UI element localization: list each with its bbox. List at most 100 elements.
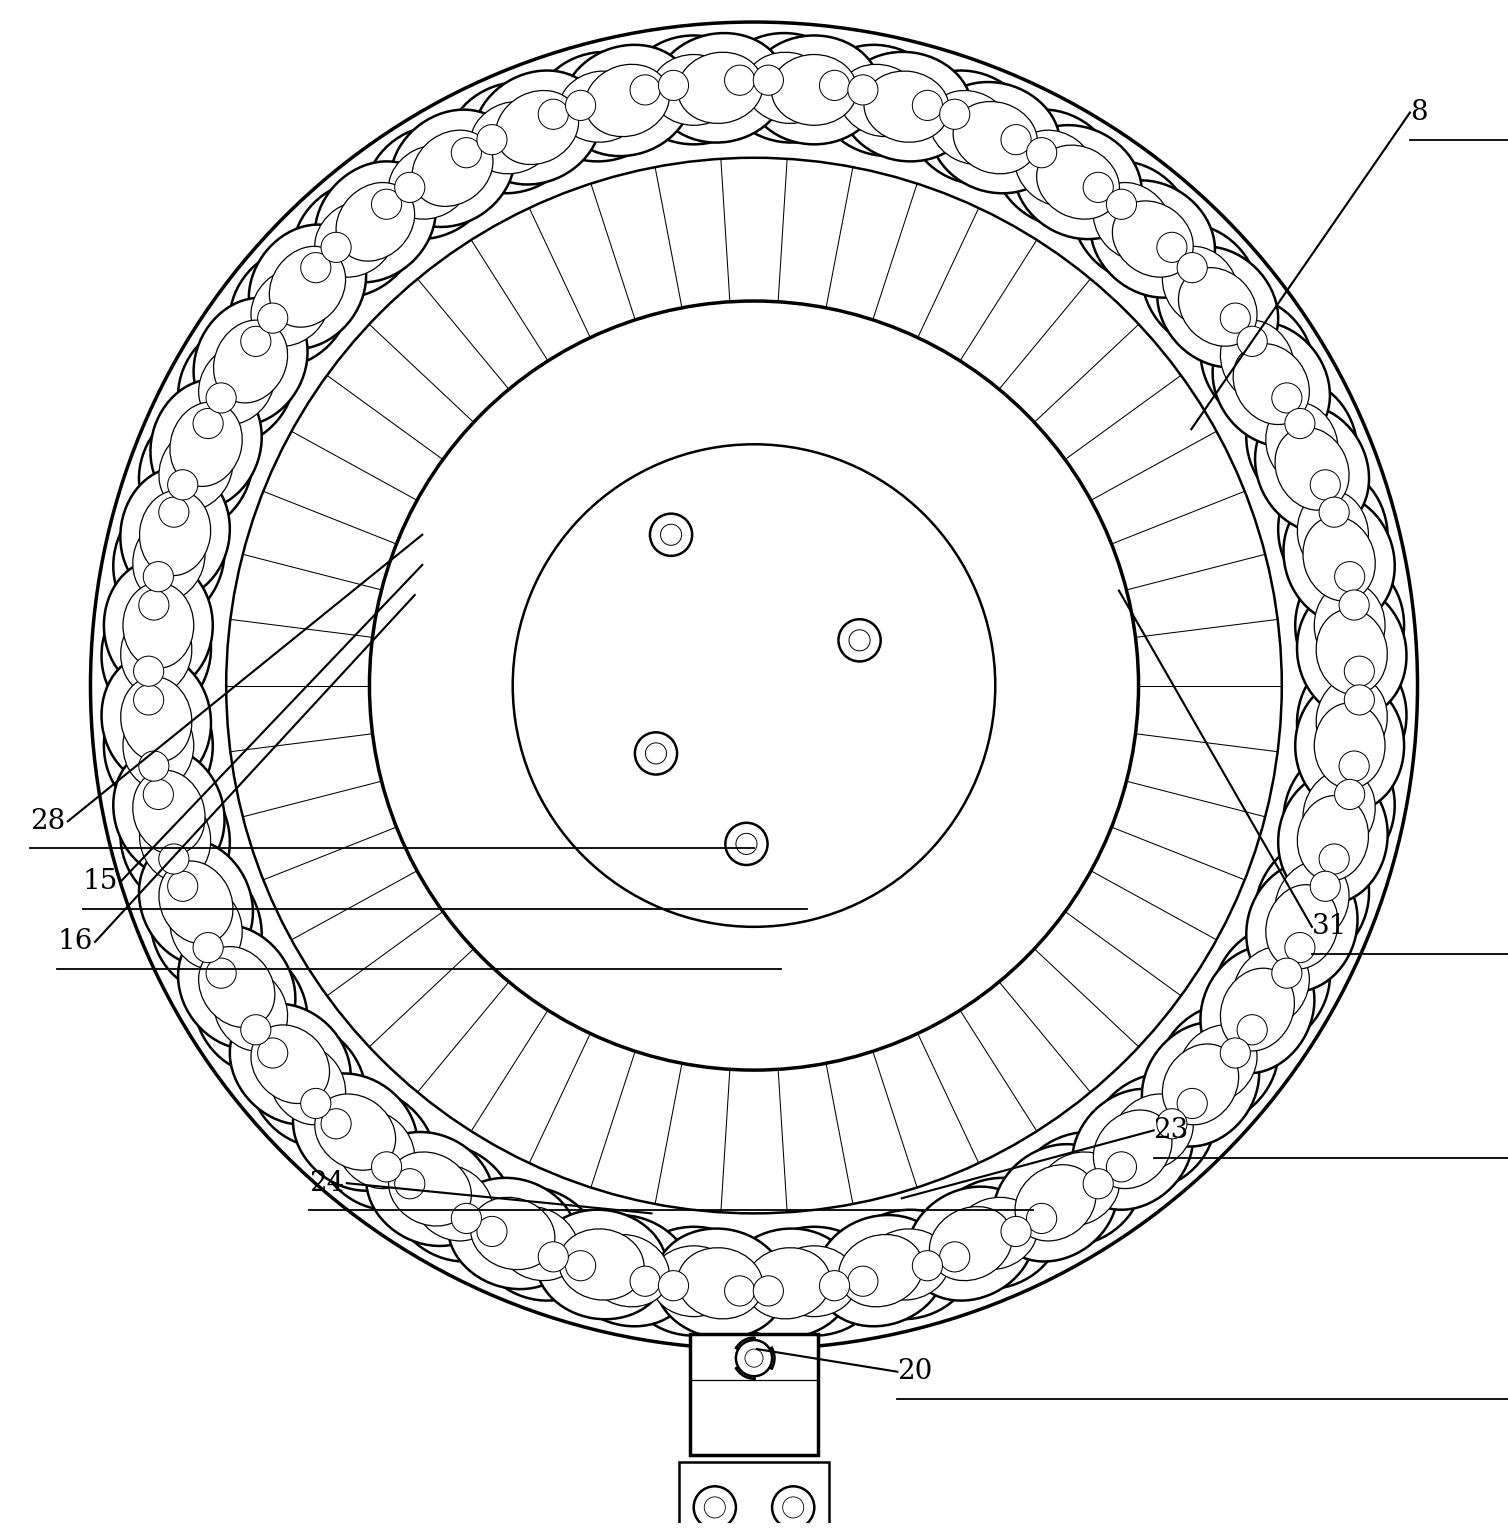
Ellipse shape (193, 945, 308, 1073)
Circle shape (630, 1266, 661, 1296)
Circle shape (912, 91, 942, 120)
Circle shape (1157, 232, 1187, 263)
Circle shape (451, 1203, 481, 1234)
Ellipse shape (1113, 1094, 1193, 1170)
Ellipse shape (496, 1207, 579, 1280)
Ellipse shape (1093, 1110, 1172, 1188)
Ellipse shape (1297, 653, 1407, 785)
Circle shape (258, 303, 288, 334)
Circle shape (724, 65, 754, 95)
Ellipse shape (562, 1216, 692, 1326)
Ellipse shape (1297, 490, 1368, 576)
Ellipse shape (1246, 380, 1357, 509)
Circle shape (134, 656, 164, 687)
Circle shape (1107, 1151, 1137, 1182)
Circle shape (193, 409, 223, 438)
Ellipse shape (722, 1228, 854, 1339)
Ellipse shape (1157, 246, 1279, 367)
Ellipse shape (315, 1094, 395, 1170)
Circle shape (1285, 933, 1315, 962)
Text: 31: 31 (1312, 913, 1347, 941)
Ellipse shape (1015, 1165, 1096, 1240)
Circle shape (1310, 470, 1341, 500)
Ellipse shape (133, 516, 205, 601)
Circle shape (321, 232, 351, 263)
Ellipse shape (908, 71, 1034, 184)
Circle shape (1344, 686, 1374, 715)
Ellipse shape (1315, 583, 1384, 669)
Circle shape (1344, 656, 1374, 687)
Circle shape (158, 496, 188, 527)
Ellipse shape (838, 65, 923, 137)
Ellipse shape (104, 679, 213, 812)
Ellipse shape (474, 1187, 600, 1300)
Ellipse shape (158, 427, 234, 510)
Ellipse shape (214, 320, 288, 403)
Circle shape (724, 1276, 754, 1306)
Circle shape (369, 301, 1139, 1070)
Circle shape (1178, 252, 1208, 283)
Ellipse shape (250, 1025, 330, 1104)
Ellipse shape (1015, 131, 1096, 206)
Ellipse shape (748, 35, 881, 144)
Circle shape (1157, 1108, 1187, 1139)
Ellipse shape (930, 1177, 1060, 1290)
Ellipse shape (1157, 1004, 1279, 1125)
Circle shape (1220, 1037, 1250, 1068)
Circle shape (1027, 138, 1057, 168)
Ellipse shape (151, 380, 262, 509)
Ellipse shape (121, 467, 229, 598)
Ellipse shape (1178, 267, 1258, 346)
Ellipse shape (1142, 224, 1259, 349)
Ellipse shape (1234, 947, 1309, 1027)
Ellipse shape (654, 34, 786, 143)
Circle shape (838, 619, 881, 661)
Ellipse shape (270, 246, 345, 327)
Circle shape (258, 1037, 288, 1068)
Circle shape (1001, 1216, 1031, 1247)
Ellipse shape (1234, 344, 1309, 424)
Circle shape (847, 75, 878, 105)
Ellipse shape (158, 861, 234, 944)
Ellipse shape (193, 298, 308, 426)
Ellipse shape (627, 1227, 760, 1336)
Ellipse shape (389, 144, 472, 220)
Ellipse shape (838, 1234, 923, 1306)
Ellipse shape (448, 1177, 578, 1290)
Circle shape (650, 513, 692, 556)
Text: 23: 23 (1154, 1117, 1188, 1144)
Ellipse shape (293, 1073, 418, 1191)
Ellipse shape (199, 344, 274, 424)
Circle shape (241, 1014, 271, 1045)
Circle shape (371, 189, 401, 220)
Bar (691, 1334, 817, 1454)
Circle shape (451, 138, 481, 168)
Circle shape (847, 1266, 878, 1296)
Ellipse shape (1295, 679, 1404, 812)
Circle shape (395, 172, 425, 203)
Circle shape (1237, 326, 1267, 357)
Ellipse shape (1212, 321, 1330, 446)
Ellipse shape (1163, 246, 1238, 327)
Ellipse shape (535, 1210, 667, 1319)
Ellipse shape (229, 246, 351, 367)
Circle shape (143, 561, 173, 592)
Circle shape (134, 686, 164, 715)
Ellipse shape (908, 1187, 1034, 1300)
Ellipse shape (677, 52, 763, 123)
Ellipse shape (929, 1207, 1012, 1280)
Ellipse shape (1072, 1088, 1193, 1210)
Ellipse shape (214, 968, 288, 1051)
Ellipse shape (1090, 1073, 1215, 1191)
Ellipse shape (391, 1144, 514, 1262)
Ellipse shape (841, 1210, 973, 1319)
Ellipse shape (562, 45, 692, 157)
Ellipse shape (199, 947, 274, 1027)
Circle shape (1001, 124, 1031, 155)
Ellipse shape (771, 1247, 857, 1317)
Circle shape (819, 1271, 849, 1300)
Ellipse shape (771, 54, 857, 126)
Ellipse shape (748, 1227, 881, 1336)
Ellipse shape (474, 71, 600, 184)
Circle shape (694, 1486, 736, 1528)
